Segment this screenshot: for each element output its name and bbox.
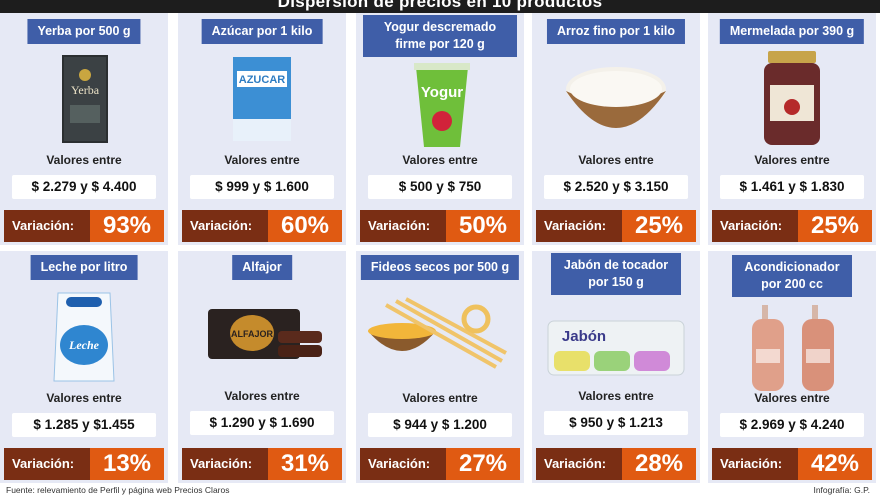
variation-box: Variación: 31% xyxy=(182,448,342,480)
variation-label: Variación: xyxy=(12,456,75,471)
values-label: Valores entre xyxy=(754,391,830,405)
variation-percent: 60% xyxy=(268,210,342,242)
product-label: Acondicionador por 200 cc xyxy=(732,255,852,297)
variation-label: Variación: xyxy=(544,218,607,233)
pasta-image xyxy=(356,291,524,381)
variation-label: Variación: xyxy=(12,218,75,233)
product-label: Mermelada por 390 g xyxy=(719,19,865,44)
svg-text:Jabón: Jabón xyxy=(562,328,606,345)
values-label: Valores entre xyxy=(46,391,122,405)
product-label: Yerba por 500 g xyxy=(27,19,141,44)
product-card-acondicionador: Acondicionador por 200 cc Valores entre … xyxy=(708,251,876,483)
product-label: Alfajor xyxy=(232,255,292,280)
variation-box: Variación: 13% xyxy=(4,448,164,480)
page-title: Dispersión de precios en 10 productos xyxy=(277,0,603,11)
variation-box: Variación: 28% xyxy=(536,448,696,480)
values-label: Valores entre xyxy=(754,153,830,167)
values-label: Valores entre xyxy=(578,389,654,403)
variation-percent: 28% xyxy=(622,448,696,480)
product-label: Yogur descremado firme por 120 g xyxy=(363,15,517,57)
variation-label: Variación: xyxy=(720,456,783,471)
rice-bowl-image xyxy=(532,55,700,147)
price-range: $ 944 y $ 1.200 xyxy=(368,413,512,437)
variation-percent: 13% xyxy=(90,448,164,480)
price-range: $ 1.285 y $1.455 xyxy=(12,413,156,437)
variation-percent: 25% xyxy=(622,210,696,242)
product-label: Fideos secos por 500 g xyxy=(360,255,520,280)
conditioner-bottles-image xyxy=(708,303,876,393)
price-range: $ 2.279 y $ 4.400 xyxy=(12,175,156,199)
variation-label: Variación: xyxy=(368,456,431,471)
yogurt-cup-image: Yogur xyxy=(356,61,524,151)
values-label: Valores entre xyxy=(402,391,478,405)
alfajor-image: ALFAJOR xyxy=(178,295,346,375)
price-range: $ 1.461 y $ 1.830 xyxy=(720,175,864,199)
product-card-mermelada: Mermelada por 390 g Valores entre $ 1.46… xyxy=(708,13,876,245)
variation-label: Variación: xyxy=(720,218,783,233)
product-label: Leche por litro xyxy=(30,255,138,280)
variation-box: Variación: 60% xyxy=(182,210,342,242)
variation-box: Variación: 27% xyxy=(360,448,520,480)
variation-box: Variación: 50% xyxy=(360,210,520,242)
variation-percent: 93% xyxy=(90,210,164,242)
values-label: Valores entre xyxy=(46,153,122,167)
credit-note: Infografía: G.P. xyxy=(813,485,870,495)
product-label: Arroz fino por 1 kilo xyxy=(546,19,686,44)
variation-label: Variación: xyxy=(190,218,253,233)
price-range: $ 999 y $ 1.600 xyxy=(190,175,334,199)
title-bar: Dispersión de precios en 10 productos xyxy=(0,0,880,13)
product-grid: Yerba por 500 g Yerba Valores entre $ 2.… xyxy=(0,13,880,483)
variation-box: Variación: 93% xyxy=(4,210,164,242)
milk-carton-image: Leche xyxy=(0,285,168,385)
values-label: Valores entre xyxy=(224,389,300,403)
source-note: Fuente: relevamiento de Perfil y página … xyxy=(6,485,230,495)
product-label: Azúcar por 1 kilo xyxy=(201,19,323,44)
sugar-package-image: AZUCAR xyxy=(178,49,346,149)
values-label: Valores entre xyxy=(402,153,478,167)
svg-text:ALFAJOR: ALFAJOR xyxy=(231,329,274,339)
product-card-azucar: Azúcar por 1 kilo AZUCAR Valores entre $… xyxy=(178,13,346,245)
price-range: $ 2.520 y $ 3.150 xyxy=(544,175,688,199)
variation-box: Variación: 25% xyxy=(712,210,872,242)
product-label: Jabón de tocador por 150 g xyxy=(551,253,681,295)
svg-text:AZUCAR: AZUCAR xyxy=(239,74,285,86)
product-card-alfajor: Alfajor ALFAJOR Valores entre $ 1.290 y … xyxy=(178,251,346,483)
yerba-package-image: Yerba xyxy=(0,49,168,149)
product-card-jabon: Jabón de tocador por 150 g Jabón Valores… xyxy=(532,251,700,483)
values-label: Valores entre xyxy=(578,153,654,167)
jam-jar-image xyxy=(708,49,876,149)
variation-box: Variación: 25% xyxy=(536,210,696,242)
svg-text:Leche: Leche xyxy=(68,338,100,352)
price-range: $ 2.969 y $ 4.240 xyxy=(720,413,864,437)
product-card-yerba: Yerba por 500 g Yerba Valores entre $ 2.… xyxy=(0,13,168,245)
variation-box: Variación: 42% xyxy=(712,448,872,480)
svg-text:Yogur: Yogur xyxy=(421,84,463,101)
variation-label: Variación: xyxy=(368,218,431,233)
variation-percent: 25% xyxy=(798,210,872,242)
variation-percent: 42% xyxy=(798,448,872,480)
product-card-fideos: Fideos secos por 500 g Valores entre $ 9… xyxy=(356,251,524,483)
svg-text:Yerba: Yerba xyxy=(71,83,100,97)
price-range: $ 950 y $ 1.213 xyxy=(544,411,688,435)
variation-label: Variación: xyxy=(190,456,253,471)
variation-label: Variación: xyxy=(544,456,607,471)
product-card-leche: Leche por litro Leche Valores entre $ 1.… xyxy=(0,251,168,483)
price-range: $ 1.290 y $ 1.690 xyxy=(190,411,334,435)
product-card-arroz: Arroz fino por 1 kilo Valores entre $ 2.… xyxy=(532,13,700,245)
soap-package-image: Jabón xyxy=(532,307,700,385)
variation-percent: 27% xyxy=(446,448,520,480)
product-card-yogur: Yogur descremado firme por 120 g Yogur V… xyxy=(356,13,524,245)
variation-percent: 31% xyxy=(268,448,342,480)
price-range: $ 500 y $ 750 xyxy=(368,175,512,199)
values-label: Valores entre xyxy=(224,153,300,167)
variation-percent: 50% xyxy=(446,210,520,242)
